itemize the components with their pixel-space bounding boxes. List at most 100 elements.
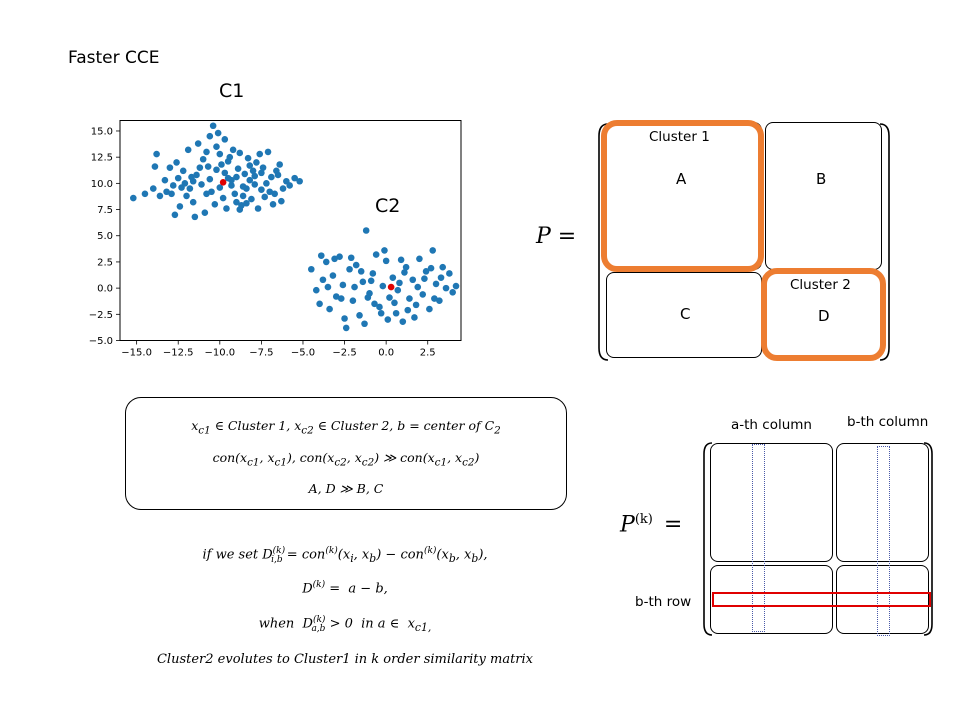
cluster-2-point bbox=[419, 291, 427, 298]
cluster-1-point bbox=[199, 155, 207, 163]
y-tick-label: −2.5 bbox=[89, 310, 113, 321]
cluster-1-point bbox=[228, 176, 235, 184]
cluster-1-point bbox=[191, 213, 199, 221]
cluster-2-point bbox=[364, 294, 372, 301]
x-tick-label: −12.5 bbox=[163, 348, 194, 359]
cluster-2-point bbox=[422, 268, 430, 275]
cluster-1-point bbox=[224, 158, 232, 165]
pk-block-c bbox=[710, 565, 833, 634]
cluster-2-point bbox=[319, 276, 327, 284]
cluster-2-point bbox=[332, 293, 340, 300]
cluster2-label: Cluster 2 bbox=[790, 277, 851, 293]
cluster-1-point bbox=[271, 190, 278, 198]
plot-frame bbox=[119, 120, 462, 341]
cluster-2-point bbox=[446, 270, 453, 277]
cluster-2-point bbox=[429, 247, 437, 254]
cluster-1-point bbox=[218, 161, 225, 168]
cluster-2-point bbox=[392, 309, 400, 317]
cluster-2-point bbox=[449, 289, 456, 296]
cluster-1-point bbox=[286, 182, 293, 189]
cluster-2-point bbox=[421, 275, 428, 282]
cluster-1-point bbox=[186, 185, 194, 192]
cluster-2-point bbox=[389, 274, 397, 281]
cluster-1-point bbox=[219, 194, 227, 202]
x-tick-label: −7.5 bbox=[249, 348, 273, 359]
cluster-2-point bbox=[317, 252, 325, 259]
note-line-2: con(xc1, xc1), con(xc2, xc2) ≫ con(xc1, … bbox=[212, 450, 480, 469]
x-tick-label: −15.0 bbox=[121, 348, 152, 359]
cluster-2-point bbox=[436, 297, 443, 304]
cluster-2-point bbox=[347, 254, 355, 262]
cluster-2-point bbox=[402, 263, 410, 271]
cluster-2-point bbox=[377, 309, 385, 317]
cluster-2-point bbox=[391, 299, 398, 307]
cluster-1-point bbox=[206, 132, 214, 140]
cluster1-highlight bbox=[601, 120, 764, 272]
cluster-2-point bbox=[326, 305, 333, 313]
block-b bbox=[765, 122, 882, 270]
cluster-2-point bbox=[379, 282, 387, 290]
cluster-1-point bbox=[241, 170, 249, 178]
cluster-c1-label: C1 bbox=[219, 80, 245, 102]
cluster-1-point bbox=[183, 192, 190, 200]
cluster-2-point bbox=[324, 283, 332, 291]
x-tick-label: −5.0 bbox=[291, 348, 315, 359]
pk-block-a bbox=[710, 443, 833, 562]
cluster-1-point bbox=[279, 185, 287, 192]
cluster-1-point bbox=[258, 186, 265, 193]
cluster-2-point bbox=[431, 295, 438, 302]
cluster-1-point bbox=[216, 184, 224, 191]
b-th-column-label: b-th column bbox=[847, 414, 929, 430]
cluster-1-point bbox=[181, 180, 189, 187]
y-tick-label: 7.5 bbox=[97, 205, 113, 216]
cluster-1-point bbox=[130, 194, 137, 202]
cluster-1-point bbox=[168, 190, 175, 198]
cluster-2-point bbox=[439, 263, 447, 271]
cluster-1-point bbox=[141, 190, 149, 198]
definition-box: xc1 ∈ Cluster 1, xc2 ∈ Cluster 2, b = ce… bbox=[125, 397, 567, 510]
cluster-1-point bbox=[221, 136, 229, 143]
cluster-1-point bbox=[246, 176, 254, 184]
cluster-2-point bbox=[442, 284, 450, 292]
cluster-2-point bbox=[357, 268, 365, 275]
x-tick-label: −2.5 bbox=[332, 348, 356, 359]
cluster-2-point bbox=[427, 264, 435, 272]
cluster-1-point bbox=[273, 167, 280, 175]
cluster-1-point bbox=[173, 159, 180, 166]
y-tick-label: 10.0 bbox=[91, 179, 113, 190]
cluster-1-point bbox=[214, 129, 222, 137]
cluster-1-point bbox=[261, 193, 269, 201]
cluster-2-point bbox=[352, 261, 360, 269]
b-th-row-highlight bbox=[712, 592, 931, 607]
cluster-1-point bbox=[256, 150, 264, 158]
cluster-1-point bbox=[236, 149, 244, 157]
cluster-2-point bbox=[342, 324, 350, 332]
cluster-2-point bbox=[381, 247, 388, 254]
block-a-label: A bbox=[676, 170, 687, 188]
cluster-2-point bbox=[371, 300, 378, 308]
cluster1-label: Cluster 1 bbox=[649, 129, 710, 145]
cluster-2-point bbox=[376, 303, 383, 311]
cluster-2-point bbox=[409, 276, 417, 284]
cluster-1-point bbox=[211, 201, 219, 208]
cluster-1-point bbox=[198, 181, 205, 188]
cluster-2-point bbox=[372, 251, 380, 258]
scatter-plot: −15.0 −12.5 −10.0 −7.5 −5.0 −2.5 0.0 2.5 −5.0 −2.… bbox=[89, 120, 462, 359]
block-b-label: B bbox=[816, 170, 827, 188]
cluster-2-point bbox=[359, 278, 367, 286]
cluster-1-point bbox=[228, 182, 235, 189]
cluster-1-point bbox=[156, 192, 164, 200]
pk-equals-label: P(k) = bbox=[620, 512, 683, 538]
cluster-1-point bbox=[174, 174, 182, 182]
cluster-2-point bbox=[362, 227, 370, 234]
cluster-1-point bbox=[234, 165, 242, 172]
slide-title: Faster CCE bbox=[68, 48, 160, 68]
cluster-1-point bbox=[251, 172, 259, 180]
cluster-2-point bbox=[416, 255, 423, 263]
cluster-1-point bbox=[291, 174, 298, 182]
cluster-1-point bbox=[196, 164, 204, 171]
cluster-1-point bbox=[239, 183, 247, 190]
cluster-2-point bbox=[437, 274, 445, 281]
cluster-1-point bbox=[193, 171, 200, 179]
